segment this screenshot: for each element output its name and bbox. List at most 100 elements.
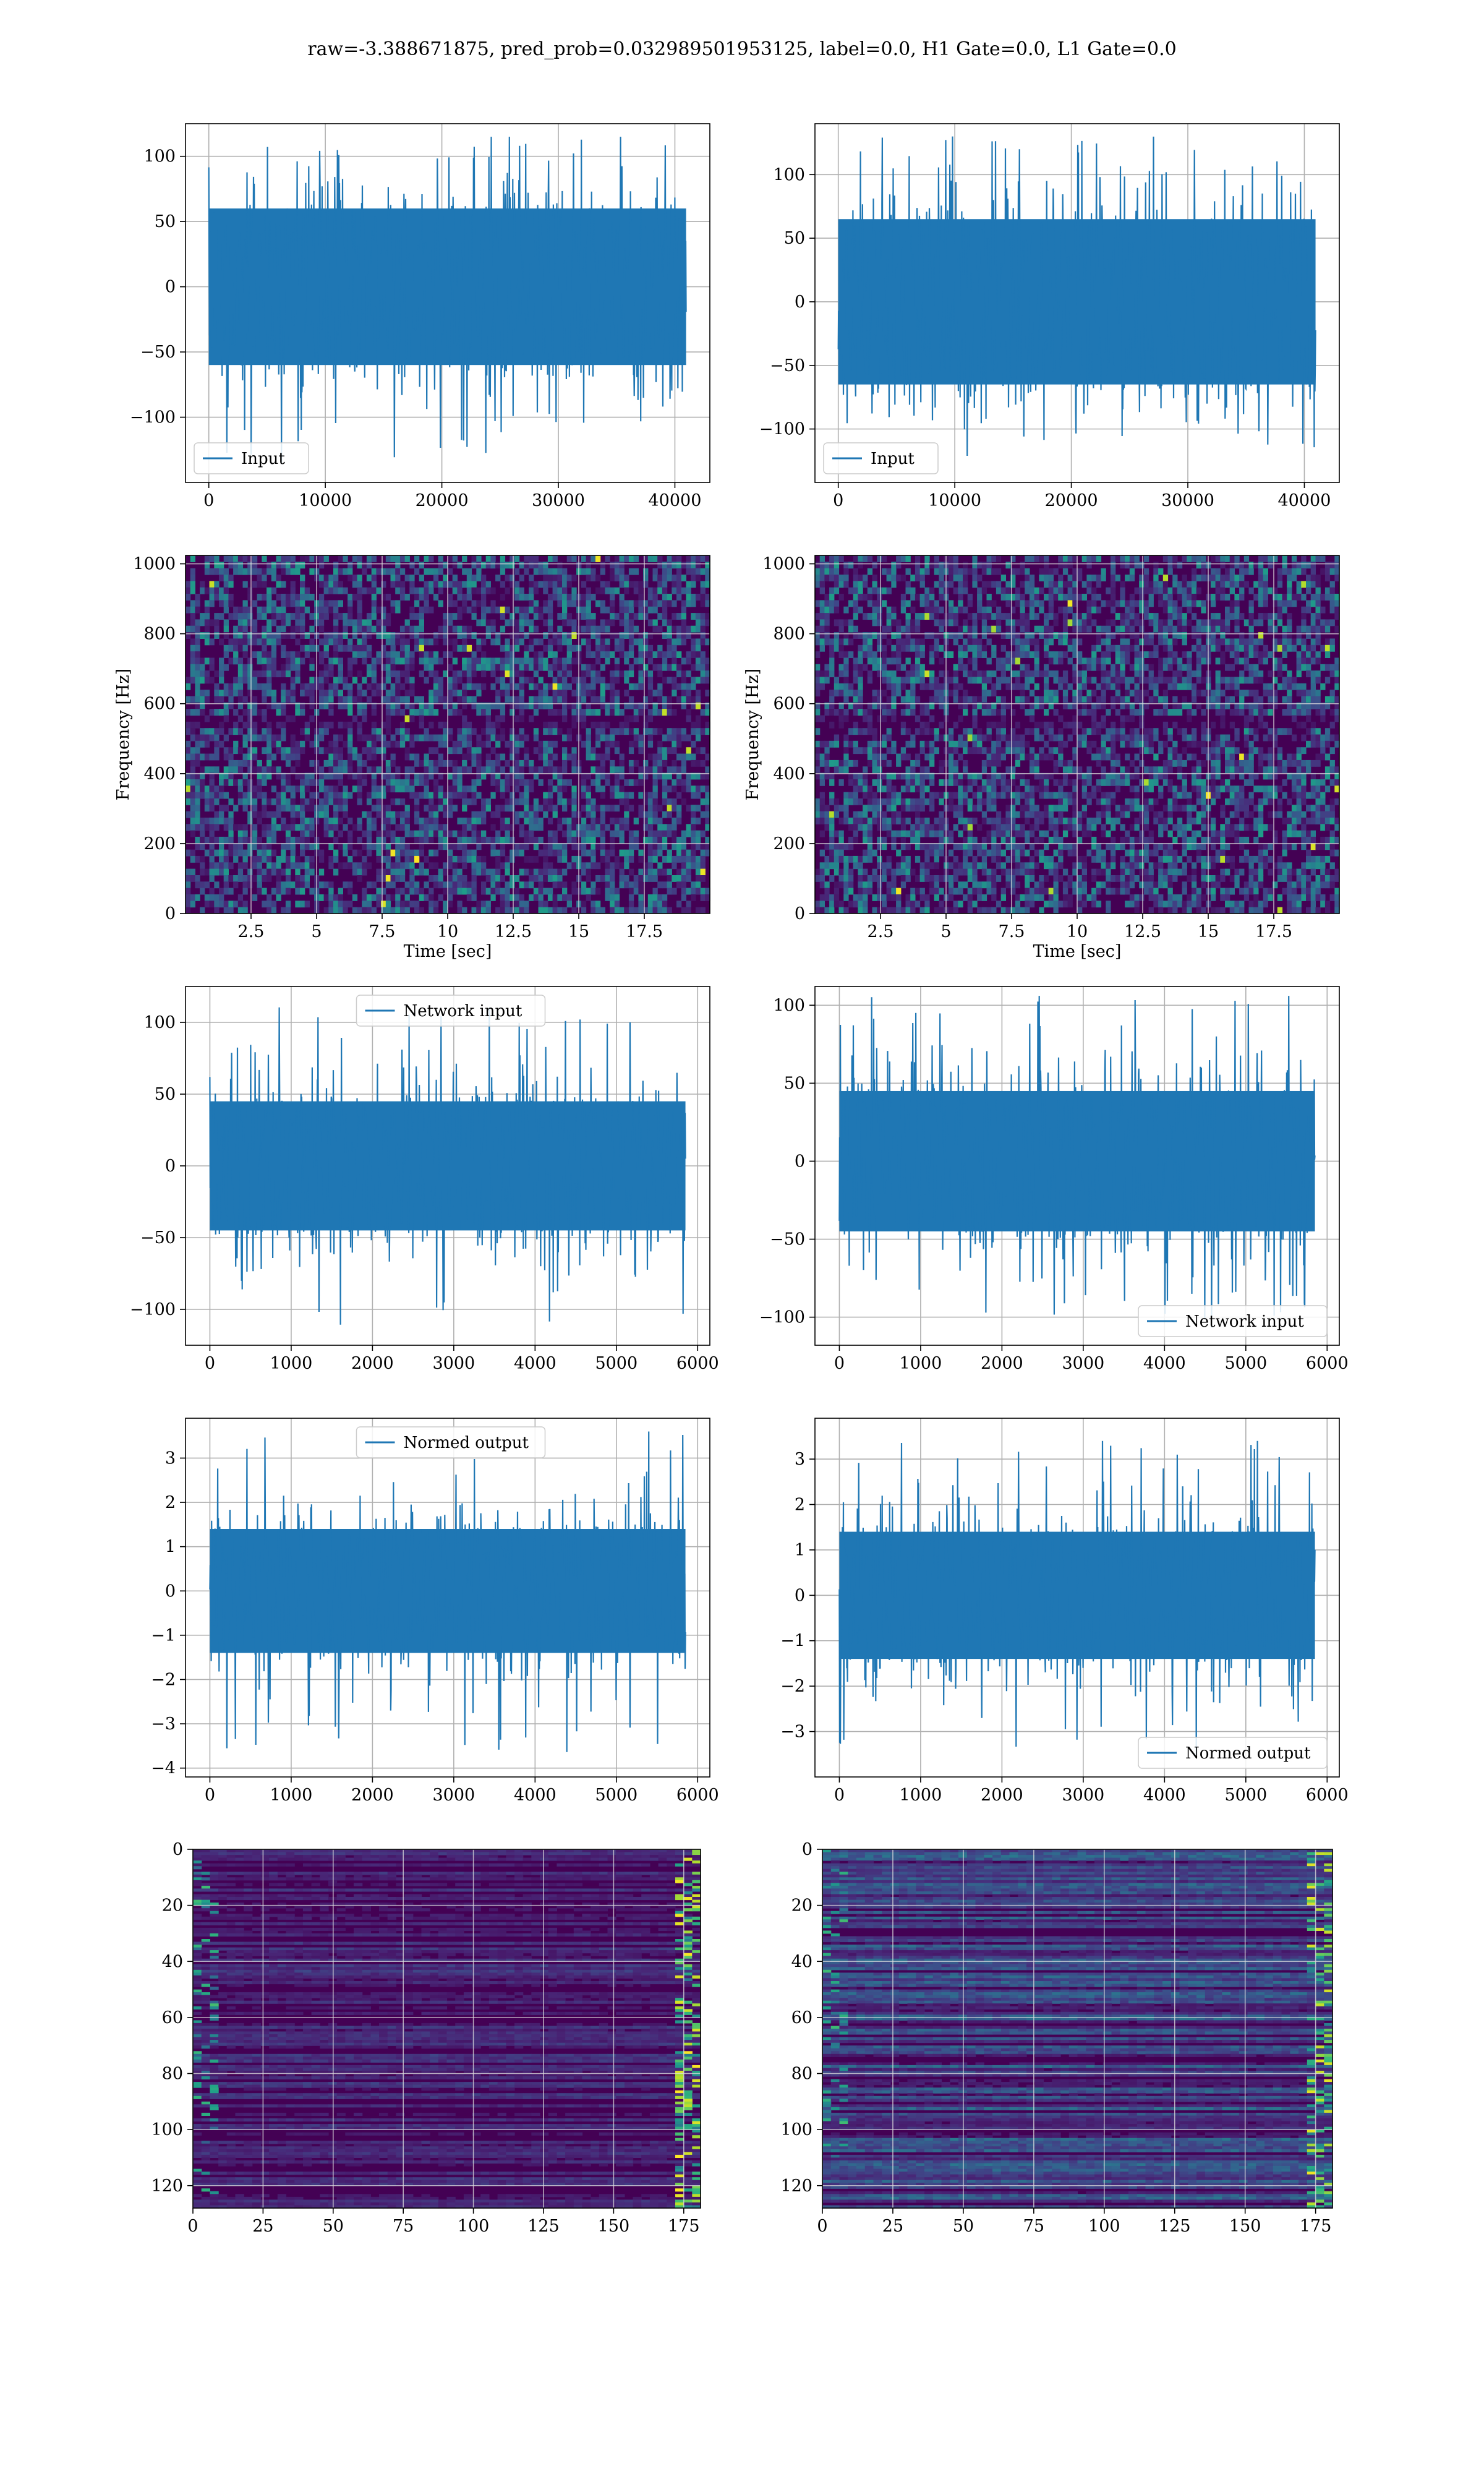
heatmap-cell — [829, 600, 835, 607]
heatmap-cell — [318, 881, 325, 889]
heatmap-cell — [462, 855, 467, 863]
heatmap-cell — [867, 747, 873, 755]
heatmap-cell — [510, 753, 515, 761]
heatmap-cell — [886, 575, 892, 581]
heatmap-cell — [633, 734, 639, 742]
heatmap-cell — [399, 625, 406, 633]
heatmap-cell — [304, 805, 310, 812]
heatmap-cell — [824, 753, 830, 761]
heatmap-cell — [624, 555, 629, 562]
heatmap-cell — [233, 740, 239, 748]
heatmap-cell — [409, 888, 415, 895]
heatmap-cell — [834, 760, 840, 767]
heatmap-cell — [290, 792, 296, 799]
heatmap-cell — [624, 606, 629, 614]
heatmap-cell — [233, 779, 239, 786]
heatmap-cell — [519, 734, 524, 742]
heatmap-cell — [262, 606, 267, 614]
heatmap-cell — [633, 881, 639, 889]
heatmap-cell — [271, 862, 277, 870]
heatmap-cell — [352, 644, 358, 652]
heatmap-cell — [510, 613, 515, 620]
heatmap-cell — [581, 613, 587, 620]
heatmap-cell — [481, 836, 487, 844]
heatmap-cell — [872, 728, 877, 735]
heatmap-cell — [705, 805, 710, 812]
heatmap-cell — [905, 855, 911, 863]
heatmap-cell — [533, 855, 539, 863]
heatmap-cell — [409, 734, 415, 742]
heatmap-cell — [505, 907, 510, 914]
heatmap-cell — [662, 594, 668, 601]
heatmap-cell — [200, 670, 205, 677]
heatmap-cell — [686, 555, 691, 562]
heatmap-cell — [695, 907, 701, 914]
heatmap-cell — [686, 568, 691, 575]
heatmap-cell — [419, 619, 424, 627]
heatmap-cell — [834, 587, 840, 594]
heatmap-cell — [919, 575, 925, 581]
heatmap-cell — [838, 644, 844, 652]
heatmap-cell — [919, 817, 925, 824]
heatmap-cell — [404, 664, 410, 671]
heatmap-cell — [471, 888, 477, 895]
heatmap-cell — [643, 632, 649, 639]
heatmap-cell — [209, 568, 215, 575]
heatmap-cell — [672, 805, 677, 812]
heatmap-cell — [233, 728, 239, 735]
heatmap-cell — [195, 811, 200, 818]
heatmap-cell — [448, 811, 453, 818]
heatmap-cell — [323, 587, 329, 594]
heatmap-cell — [505, 696, 510, 703]
heatmap-cell — [348, 766, 353, 774]
heatmap-cell — [271, 836, 277, 844]
heatmap-cell — [452, 562, 458, 569]
heatmap-cell — [538, 568, 544, 575]
heatmap-cell — [404, 625, 410, 633]
heatmap-cell — [471, 600, 477, 607]
heatmap-cell — [352, 677, 358, 684]
heatmap-cell — [448, 619, 453, 627]
heatmap-cell — [209, 888, 215, 895]
heatmap-cell — [929, 881, 935, 889]
heatmap-cell — [429, 690, 434, 696]
heatmap-cell — [257, 632, 262, 639]
heatmap-cell — [343, 824, 348, 831]
heatmap-cell — [686, 594, 691, 601]
heatmap-cell — [281, 747, 286, 755]
heatmap-cell — [881, 715, 887, 722]
heatmap-cell — [376, 728, 382, 735]
heatmap-cell — [462, 805, 467, 812]
heatmap-cell — [905, 798, 911, 805]
heatmap-cell — [958, 651, 963, 658]
heatmap-cell — [323, 575, 329, 581]
heatmap-cell — [858, 594, 863, 601]
heatmap-cell — [237, 901, 244, 908]
heatmap-cell — [433, 760, 439, 767]
heatmap-cell — [948, 862, 954, 870]
heatmap-cell — [853, 632, 858, 639]
heatmap-cell — [595, 555, 601, 562]
heatmap-cell — [614, 690, 620, 696]
heatmap-cell — [223, 849, 229, 857]
heatmap-cell — [381, 875, 386, 882]
heatmap-cell — [695, 785, 701, 793]
heatmap-cell — [877, 894, 882, 901]
heatmap-cell — [223, 855, 229, 863]
heatmap-cell — [348, 657, 353, 665]
heatmap-cell — [510, 632, 515, 639]
heatmap-cell — [838, 651, 844, 658]
heatmap-cell — [424, 568, 429, 575]
heatmap-cell — [219, 709, 224, 716]
heatmap-cell — [343, 702, 348, 709]
heatmap-cell — [419, 657, 424, 665]
heatmap-cell — [371, 779, 377, 786]
heatmap-cell — [924, 721, 930, 729]
heatmap-cell — [219, 773, 224, 780]
heatmap-cell — [276, 575, 281, 581]
heatmap-cell — [695, 792, 701, 799]
heatmap-cell — [366, 824, 372, 831]
heatmap-cell — [948, 894, 954, 901]
heatmap-cell — [267, 690, 272, 696]
heatmap-cell — [843, 657, 849, 665]
